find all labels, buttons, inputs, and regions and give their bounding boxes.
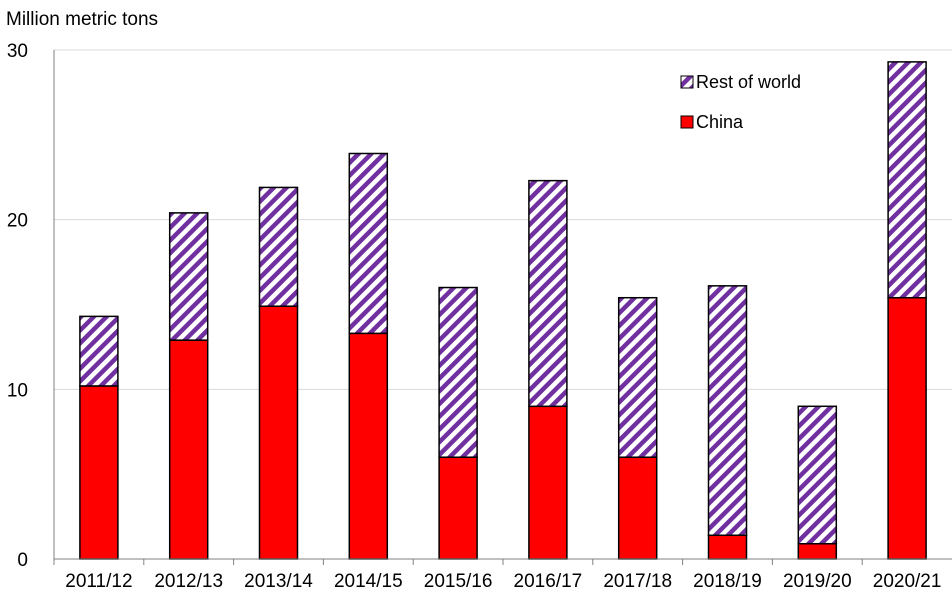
- bar-china: [528, 405, 568, 560]
- legend-swatch: [680, 115, 694, 129]
- x-tick-label: 2016/17: [514, 571, 583, 592]
- y-axis-unit-label: Million metric tons: [6, 9, 158, 30]
- x-tick-label: 2011/12: [65, 571, 132, 592]
- x-tick-label: 2014/15: [334, 571, 403, 592]
- bar-china: [79, 385, 119, 560]
- bar-rest-of-world: [348, 152, 389, 335]
- bar-rest-of-world: [617, 296, 658, 458]
- bar-china: [797, 542, 838, 560]
- bar-china: [168, 339, 209, 560]
- bar-rest-of-world: [438, 286, 478, 458]
- legend: Rest of world China: [680, 72, 801, 132]
- bar-rest-of-world: [79, 315, 119, 387]
- x-tick-label: 2012/13: [154, 571, 223, 592]
- bars: [79, 61, 927, 560]
- axes: 0 10 20 30 2011/12 2012/13 2013/14 2014/15 2015/…: [7, 41, 952, 592]
- y-tick-label: 30: [7, 41, 28, 62]
- legend-swatch: [680, 75, 694, 89]
- bar-china: [707, 534, 748, 560]
- x-tick-label: 2018/19: [693, 571, 762, 592]
- bar-china: [438, 456, 478, 560]
- bar-rest-of-world: [707, 285, 748, 536]
- bar-rest-of-world: [168, 212, 209, 341]
- y-tick-label: 20: [7, 211, 28, 232]
- legend-china: China: [680, 112, 744, 132]
- x-tick-label: 2017/18: [603, 571, 672, 592]
- legend-label: China: [696, 112, 744, 132]
- y-tick-label: 10: [7, 380, 28, 401]
- bar-china: [617, 456, 658, 560]
- legend-label: Rest of world: [696, 72, 801, 92]
- bar-rest-of-world: [258, 186, 299, 307]
- x-tick-label: 2020/21: [873, 571, 942, 592]
- y-tick-label: 0: [17, 550, 28, 571]
- x-tick-label: 2019/20: [783, 571, 852, 592]
- bar-china: [348, 332, 389, 560]
- x-tick-label: 2013/14: [244, 571, 313, 592]
- bar-rest-of-world: [887, 61, 927, 299]
- bar-china: [887, 296, 927, 560]
- legend-rest-of-world: Rest of world: [680, 72, 801, 92]
- x-tick-label: 2015/16: [424, 571, 493, 592]
- bar-china: [258, 305, 299, 560]
- bar-rest-of-world: [528, 179, 568, 408]
- bar-rest-of-world: [797, 405, 838, 545]
